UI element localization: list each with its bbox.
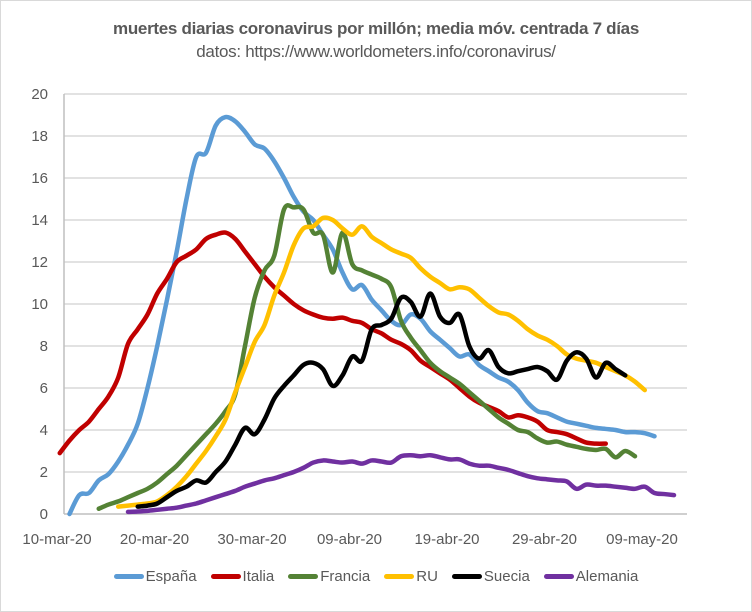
y-tick-label: 2 [40, 464, 48, 481]
x-tick-label: 20-mar-20 [120, 531, 189, 548]
legend-swatch [210, 574, 241, 579]
legend-item: España [113, 568, 197, 585]
y-tick-label: 0 [40, 506, 48, 523]
y-tick-label: 20 [31, 86, 48, 103]
legend-item: Suecia [451, 568, 530, 585]
series-line-espana [67, 114, 657, 517]
y-tick-label: 18 [31, 128, 48, 145]
series-line-alemania [125, 452, 677, 515]
legend-swatch [113, 574, 144, 579]
x-tick-label: 29-abr-20 [512, 531, 577, 548]
y-tick-label: 12 [31, 254, 48, 271]
legend-swatch [288, 574, 319, 579]
legend-item: Alemania [543, 568, 639, 585]
y-tick-label: 16 [31, 170, 48, 187]
x-tick-label: 19-abr-20 [414, 531, 479, 548]
legend-item: Francia [288, 568, 370, 585]
y-tick-label: 10 [31, 296, 48, 313]
series-line-suecia [135, 291, 628, 509]
x-tick-label: 09-abr-20 [317, 531, 382, 548]
x-tick-label: 30-mar-20 [217, 531, 286, 548]
legend-label: RU [416, 568, 438, 585]
x-axis-ticks: 10-mar-20 20-mar-20 30-mar-20 09-abr-20 19-a… [22, 531, 677, 548]
series-line-italia [57, 230, 608, 456]
legend-swatch [543, 574, 574, 579]
legend-label: Francia [320, 568, 371, 585]
x-tick-label: 09-may-20 [606, 531, 678, 548]
series-line-ru [116, 215, 647, 509]
y-tick-label: 8 [40, 338, 48, 355]
legend-item: Italia [210, 568, 275, 585]
y-tick-label: 14 [31, 212, 48, 229]
legend: España Italia Francia RU Suecia Alemania [0, 568, 752, 585]
legend-label: España [145, 568, 197, 585]
series-line-francia [96, 203, 638, 511]
legend-label: Alemania [575, 568, 639, 585]
x-tick-label: 10-mar-20 [22, 531, 91, 548]
legend-label: Suecia [483, 568, 530, 585]
legend-label: Italia [242, 568, 275, 585]
y-tick-label: 6 [40, 380, 48, 397]
chart-subtitle: datos: https://www.worldometers.info/cor… [196, 42, 556, 61]
legend-swatch [451, 574, 482, 579]
y-tick-label: 4 [40, 422, 48, 439]
series-lines [57, 114, 677, 517]
chart-title: muertes diarias coronavirus por millón; … [113, 19, 639, 38]
y-axis-ticks: 0 2 4 6 8 10 12 14 16 18 20 [31, 86, 48, 523]
legend-swatch [384, 574, 415, 579]
legend-item: RU [384, 568, 438, 585]
